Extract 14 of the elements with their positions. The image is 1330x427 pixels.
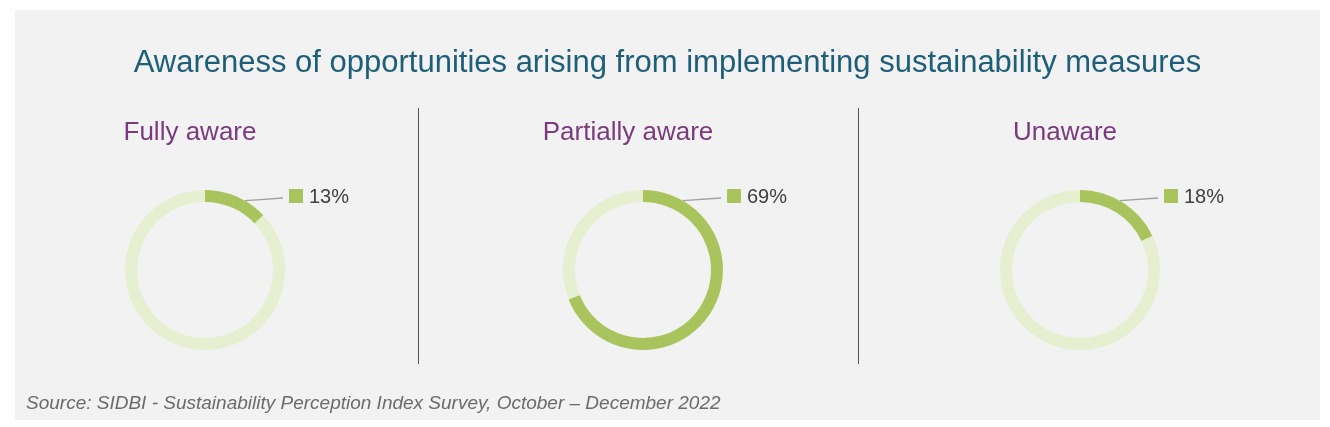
chart-subtitle: Partially aware	[541, 116, 715, 147]
donut-slice	[1080, 190, 1153, 242]
donut-slice	[205, 190, 264, 224]
donut-slice	[1000, 190, 1160, 350]
chart-subtitle: Unaware	[1011, 116, 1119, 147]
data-label: 13%	[309, 185, 350, 207]
chart-subtitle: Fully aware	[122, 116, 258, 147]
donut-slice	[563, 190, 643, 300]
donut-slice	[125, 190, 285, 350]
data-label: 18%	[1184, 185, 1225, 207]
source-note: Source: SIDBI - Sustainability Perception Index Survey, October – December 2022	[26, 392, 721, 414]
text: Awareness of opportunities arising from implementing sustainability measures	[132, 44, 1203, 80]
donut-slice	[568, 190, 723, 350]
data-label: 69%	[747, 185, 788, 207]
